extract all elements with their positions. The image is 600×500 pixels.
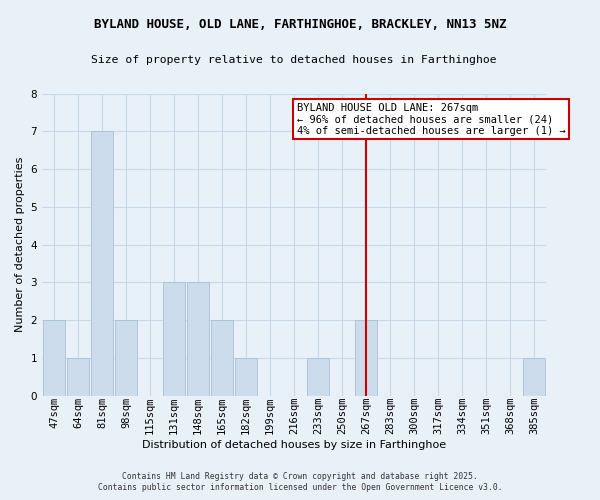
Text: BYLAND HOUSE OLD LANE: 267sqm
← 96% of detached houses are smaller (24)
4% of se: BYLAND HOUSE OLD LANE: 267sqm ← 96% of d… bbox=[297, 102, 566, 136]
Bar bbox=[307, 358, 329, 396]
Y-axis label: Number of detached properties: Number of detached properties bbox=[15, 157, 25, 332]
Bar bbox=[163, 282, 185, 396]
Text: Contains public sector information licensed under the Open Government Licence v3: Contains public sector information licen… bbox=[98, 484, 502, 492]
Bar bbox=[115, 320, 137, 396]
Bar bbox=[523, 358, 545, 396]
X-axis label: Distribution of detached houses by size in Farthinghoe: Distribution of detached houses by size … bbox=[142, 440, 446, 450]
Bar bbox=[43, 320, 65, 396]
Bar bbox=[235, 358, 257, 396]
Bar bbox=[91, 132, 113, 396]
Bar bbox=[67, 358, 89, 396]
Bar bbox=[355, 320, 377, 396]
Text: BYLAND HOUSE, OLD LANE, FARTHINGHOE, BRACKLEY, NN13 5NZ: BYLAND HOUSE, OLD LANE, FARTHINGHOE, BRA… bbox=[94, 18, 506, 30]
Title: Size of property relative to detached houses in Farthinghoe: Size of property relative to detached ho… bbox=[91, 55, 497, 65]
Bar bbox=[187, 282, 209, 396]
Text: Contains HM Land Registry data © Crown copyright and database right 2025.: Contains HM Land Registry data © Crown c… bbox=[122, 472, 478, 481]
Bar bbox=[211, 320, 233, 396]
